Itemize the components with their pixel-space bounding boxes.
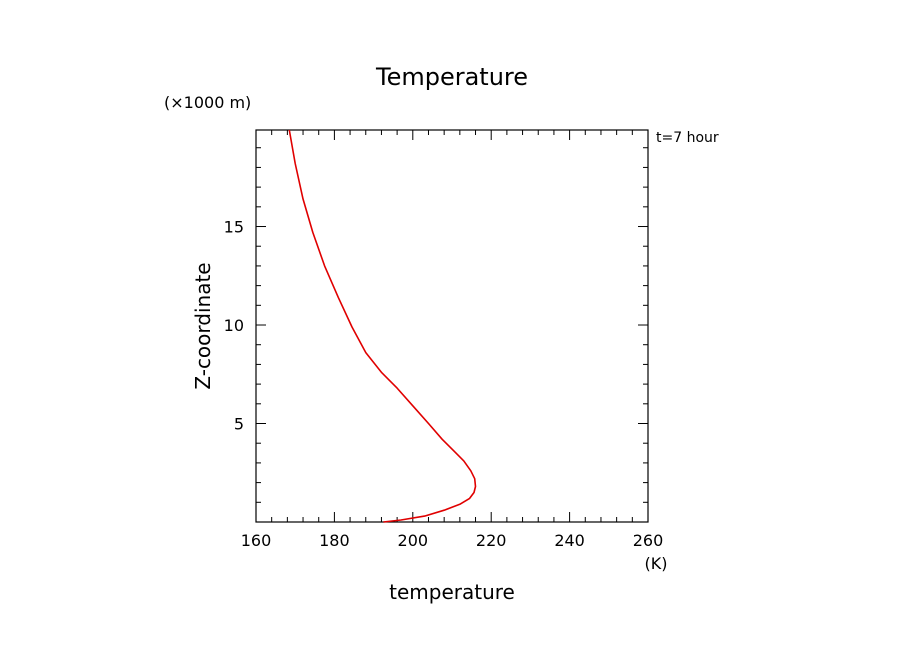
y-tick-label: 5: [234, 415, 244, 434]
x-tick-label: 260: [633, 531, 664, 550]
time-annotation: t=7 hour: [656, 130, 719, 146]
x-tick-label: 220: [476, 531, 507, 550]
chart-title: Temperature: [375, 63, 528, 91]
x-tick-label: 160: [241, 531, 272, 550]
x-unit-label: (K): [645, 554, 668, 573]
y-unit-label: (×1000 m): [164, 93, 251, 112]
y-axis-label: Z-coordinate: [191, 262, 215, 389]
x-tick-label: 240: [554, 531, 585, 550]
y-tick-label: 15: [224, 218, 244, 237]
x-axis-label: temperature: [389, 580, 515, 604]
plot-area: 160 180 200 220 240 260 5 10 15: [224, 129, 664, 550]
plot-frame: [255, 129, 649, 523]
y-tick-label: 10: [224, 316, 244, 335]
temperature-profile-line: [288, 129, 477, 523]
x-tick-label: 200: [398, 531, 429, 550]
x-tick-label: 180: [319, 531, 350, 550]
